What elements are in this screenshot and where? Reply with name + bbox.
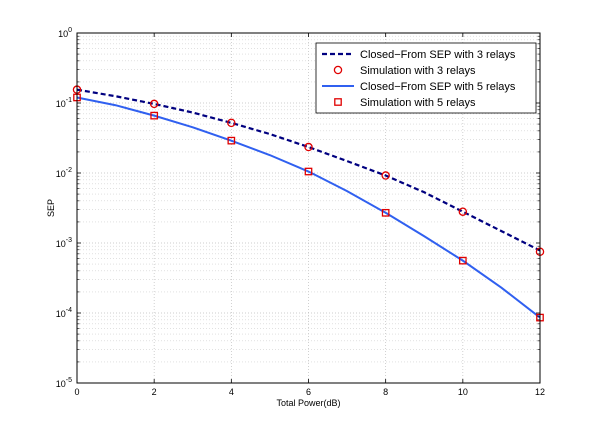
data-point-square: [381, 208, 390, 217]
x-axis-label: Total Power(dB): [276, 398, 340, 408]
legend-swatch-marker: [333, 65, 343, 75]
x-tick-label: 0: [74, 387, 79, 397]
data-point-circle: [381, 171, 390, 180]
x-tick-label: 4: [229, 387, 234, 397]
y-tick-label: 10-5: [56, 377, 72, 389]
x-tick-label: 10: [458, 387, 468, 397]
y-tick-exponent: -2: [66, 167, 72, 174]
x-tick-label: 2: [152, 387, 157, 397]
data-point-square: [458, 256, 467, 265]
y-tick-label: 100: [58, 27, 72, 39]
y-tick-label: 10-1: [56, 97, 72, 109]
y-tick-base: 10: [56, 169, 66, 179]
grid: [76, 32, 541, 384]
y-tick-base: 10: [56, 99, 66, 109]
x-tick-label: 6: [306, 387, 311, 397]
y-tick-base: 10: [56, 309, 66, 319]
series-layer: [72, 85, 545, 322]
y-tick-exponent: 0: [68, 27, 72, 34]
legend-entry-label: Closed−From SEP with 3 relays: [360, 49, 516, 61]
y-tick-exponent: -5: [66, 377, 72, 384]
y-tick-exponent: -1: [66, 97, 72, 104]
legend: Closed−From SEP with 3 relays Simulation …: [315, 42, 537, 114]
y-tick-base: 10: [56, 379, 66, 389]
data-point-circle: [458, 207, 468, 216]
x-tick-label: 8: [383, 387, 388, 397]
series-line-3: [76, 96, 541, 319]
data-point-square: [150, 111, 159, 120]
y-tick-exponent: -3: [66, 237, 72, 244]
data-point-circle: [149, 99, 159, 109]
y-tick-label: 10-2: [56, 167, 72, 179]
x-tick-label: 12: [535, 387, 545, 397]
y-axis-label: SEP: [46, 199, 56, 217]
data-point-circle: [304, 142, 313, 152]
data-point-circle: [227, 118, 236, 128]
y-tick-exponent: -4: [66, 307, 72, 314]
y-tick-base: 10: [58, 29, 68, 39]
y-tick-base: 10: [56, 239, 66, 249]
legend-entry-label: Simulation with 5 relays: [360, 97, 476, 109]
y-tick-label: 10-3: [56, 237, 72, 249]
legend-box: [315, 42, 537, 114]
legend-entry-label: Closed−From SEP with 5 relays: [360, 81, 516, 93]
legend-entry-label: Simulation with 3 relays: [360, 65, 476, 77]
y-tick-label: 10-4: [56, 307, 72, 319]
legend-swatch-marker: [334, 98, 342, 106]
data-point-square: [227, 136, 236, 145]
data-point-square: [304, 167, 313, 176]
